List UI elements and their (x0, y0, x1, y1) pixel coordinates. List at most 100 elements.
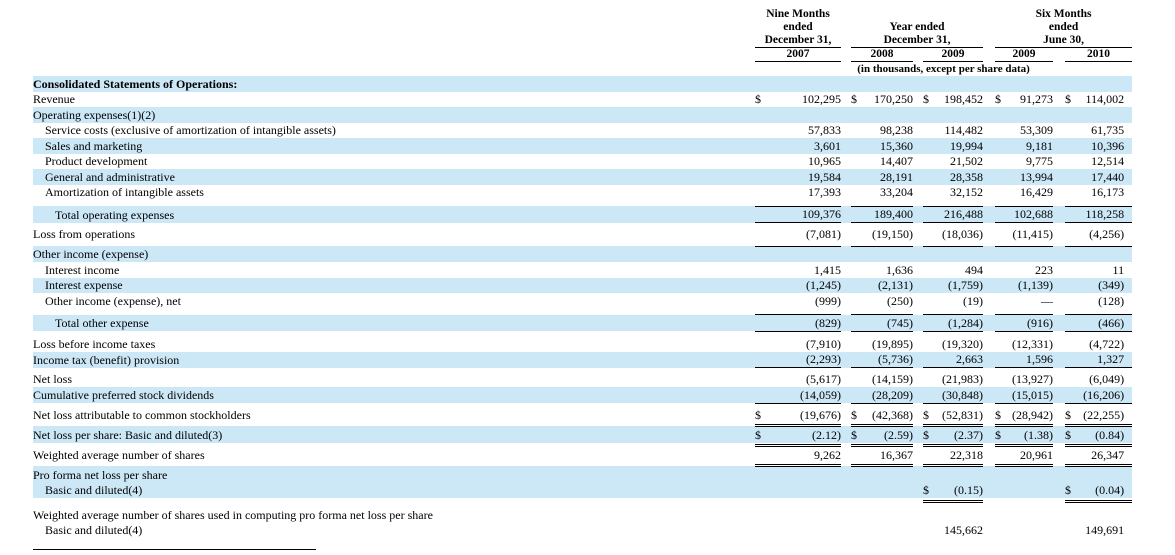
cell-currency (923, 523, 933, 539)
table-row: Pro forma net loss per share (33, 465, 1133, 483)
col-gap (983, 446, 995, 463)
col-gap (841, 293, 851, 309)
rule-cell (923, 462, 984, 467)
cell-value (1077, 246, 1132, 262)
cell-currency (851, 246, 861, 262)
cell-value: 16,367 (880, 447, 914, 462)
rule-cell (851, 422, 914, 427)
cell-currency (1065, 523, 1077, 539)
rule-cell (755, 402, 842, 407)
cell-value: 109,376 (802, 207, 842, 221)
col-gap (743, 262, 755, 278)
cell-value: (21,983) (942, 372, 984, 386)
cell-currency (755, 123, 771, 139)
table-row: Cumulative preferred stock dividends (14,… (33, 387, 1133, 403)
cell-value (933, 246, 983, 262)
col-gap (913, 138, 923, 154)
year-label: 2010 (1065, 47, 1133, 62)
col-gap (913, 446, 923, 463)
cell-currency (851, 336, 861, 352)
spacer-row (33, 442, 1133, 447)
col-gap (1053, 246, 1065, 262)
cell-value: 19,994 (950, 138, 984, 153)
rule-cell (1065, 222, 1133, 227)
col-gap (1053, 154, 1065, 170)
cell-value: (18,036) (942, 227, 984, 241)
col-group-title: December 31, (851, 34, 984, 48)
rule-cell (995, 402, 1054, 407)
cell-value: (2.12) (812, 427, 842, 442)
cell-currency (851, 107, 861, 123)
col-group-title (851, 8, 983, 21)
col-gap (983, 185, 995, 201)
table-row: Service costs (exclusive of amortization… (33, 123, 1132, 139)
cell-currency (755, 523, 771, 539)
cell-value (771, 507, 841, 523)
cell-currency (755, 262, 771, 278)
col-gap (913, 387, 923, 403)
col-gap (1053, 107, 1065, 123)
spacer-row (33, 462, 1133, 467)
col-gap (1053, 169, 1065, 185)
cell-value: (829) (815, 315, 842, 330)
row-label: Weighted average number of shares used i… (33, 507, 433, 522)
cell-value: (916) (1027, 315, 1054, 330)
table-row: Loss from operations (7,081) (19,150) (18,0… (33, 227, 1132, 243)
cell-value: (1,284) (948, 315, 984, 330)
table-row: Total operating expenses 109,376 189,400 21… (33, 206, 1133, 223)
cell-value: (11,415) (1012, 227, 1054, 241)
col-gap (983, 227, 995, 243)
cell-currency (1065, 107, 1077, 123)
col-gap (983, 466, 995, 483)
cell-currency (755, 466, 771, 483)
rule-cell (1065, 498, 1133, 503)
cell-currency (995, 185, 1007, 201)
cell-value (1007, 466, 1053, 483)
cell-currency (851, 315, 861, 332)
cell-value: (12,331) (1012, 336, 1054, 351)
col-gap (1053, 278, 1065, 294)
col-gap (841, 523, 851, 539)
cell-currency (1065, 76, 1077, 92)
cell-currency: $ (755, 407, 761, 422)
col-gap (983, 426, 995, 443)
cell-currency (851, 76, 861, 92)
col-gap (983, 352, 995, 368)
cell-value: 170,250 (874, 92, 914, 106)
col-gap (743, 76, 755, 92)
cell-currency (995, 138, 1007, 154)
cell-value (1077, 76, 1132, 92)
cell-value: (19,150) (872, 227, 914, 241)
cell-value (1007, 246, 1053, 262)
cell-value (861, 507, 913, 523)
col-gap (1053, 446, 1065, 463)
cell-value (933, 107, 983, 123)
row-label: Other income (expense) (33, 247, 149, 261)
cell-currency: $ (923, 92, 930, 106)
cell-currency (851, 483, 861, 499)
cell-value (1007, 483, 1053, 499)
col-gap (913, 169, 923, 185)
cell-value: 3,601 (814, 138, 842, 153)
col-gap (743, 315, 755, 332)
cell-currency (995, 278, 1007, 294)
cell-value: 114,002 (1085, 92, 1125, 106)
cell-currency (995, 315, 1007, 332)
cell-value (771, 246, 841, 262)
row-label: Revenue (33, 92, 75, 106)
row-label: Net loss attributable to common stockhol… (33, 407, 251, 422)
cell-currency (923, 154, 933, 170)
cell-value: (999) (815, 293, 842, 308)
col-gap (841, 227, 851, 243)
cell-value: 14,407 (880, 154, 914, 168)
cell-value (861, 107, 913, 123)
col-gap (1053, 185, 1065, 201)
col-gap (841, 507, 851, 523)
cell-currency (1065, 315, 1077, 332)
cell-value: (15,015) (1012, 387, 1054, 402)
row-label: Net loss per share: Basic and diluted(3) (33, 427, 223, 442)
cell-value: 145,662 (944, 523, 984, 537)
cell-currency (1065, 123, 1077, 139)
col-gap (841, 8, 851, 21)
